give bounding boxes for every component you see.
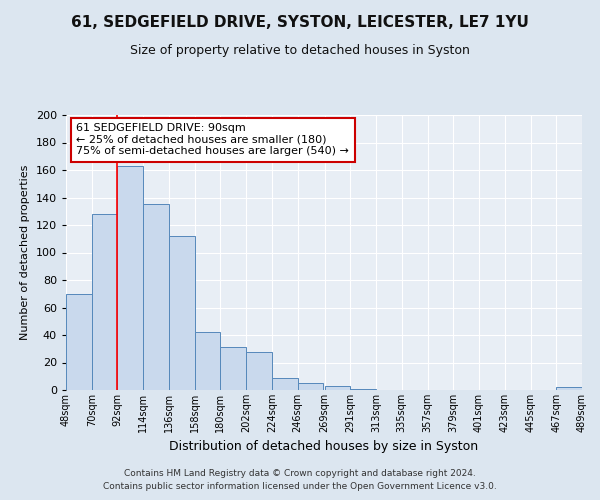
Bar xyxy=(246,352,272,390)
X-axis label: Distribution of detached houses by size in Syston: Distribution of detached houses by size … xyxy=(169,440,479,454)
Bar xyxy=(118,166,143,390)
Bar xyxy=(66,294,92,390)
Bar xyxy=(272,378,298,390)
Text: 61, SEDGEFIELD DRIVE, SYSTON, LEICESTER, LE7 1YU: 61, SEDGEFIELD DRIVE, SYSTON, LEICESTER,… xyxy=(71,15,529,30)
Bar xyxy=(169,236,195,390)
Bar xyxy=(92,214,118,390)
Bar xyxy=(298,383,323,390)
Bar xyxy=(556,387,582,390)
Bar xyxy=(350,388,376,390)
Bar xyxy=(220,348,246,390)
Y-axis label: Number of detached properties: Number of detached properties xyxy=(20,165,30,340)
Text: Contains public sector information licensed under the Open Government Licence v3: Contains public sector information licen… xyxy=(103,482,497,491)
Text: 61 SEDGEFIELD DRIVE: 90sqm
← 25% of detached houses are smaller (180)
75% of sem: 61 SEDGEFIELD DRIVE: 90sqm ← 25% of deta… xyxy=(76,123,349,156)
Text: Contains HM Land Registry data © Crown copyright and database right 2024.: Contains HM Land Registry data © Crown c… xyxy=(124,468,476,477)
Bar xyxy=(325,386,350,390)
Text: Size of property relative to detached houses in Syston: Size of property relative to detached ho… xyxy=(130,44,470,57)
Bar xyxy=(195,332,220,390)
Bar xyxy=(143,204,169,390)
